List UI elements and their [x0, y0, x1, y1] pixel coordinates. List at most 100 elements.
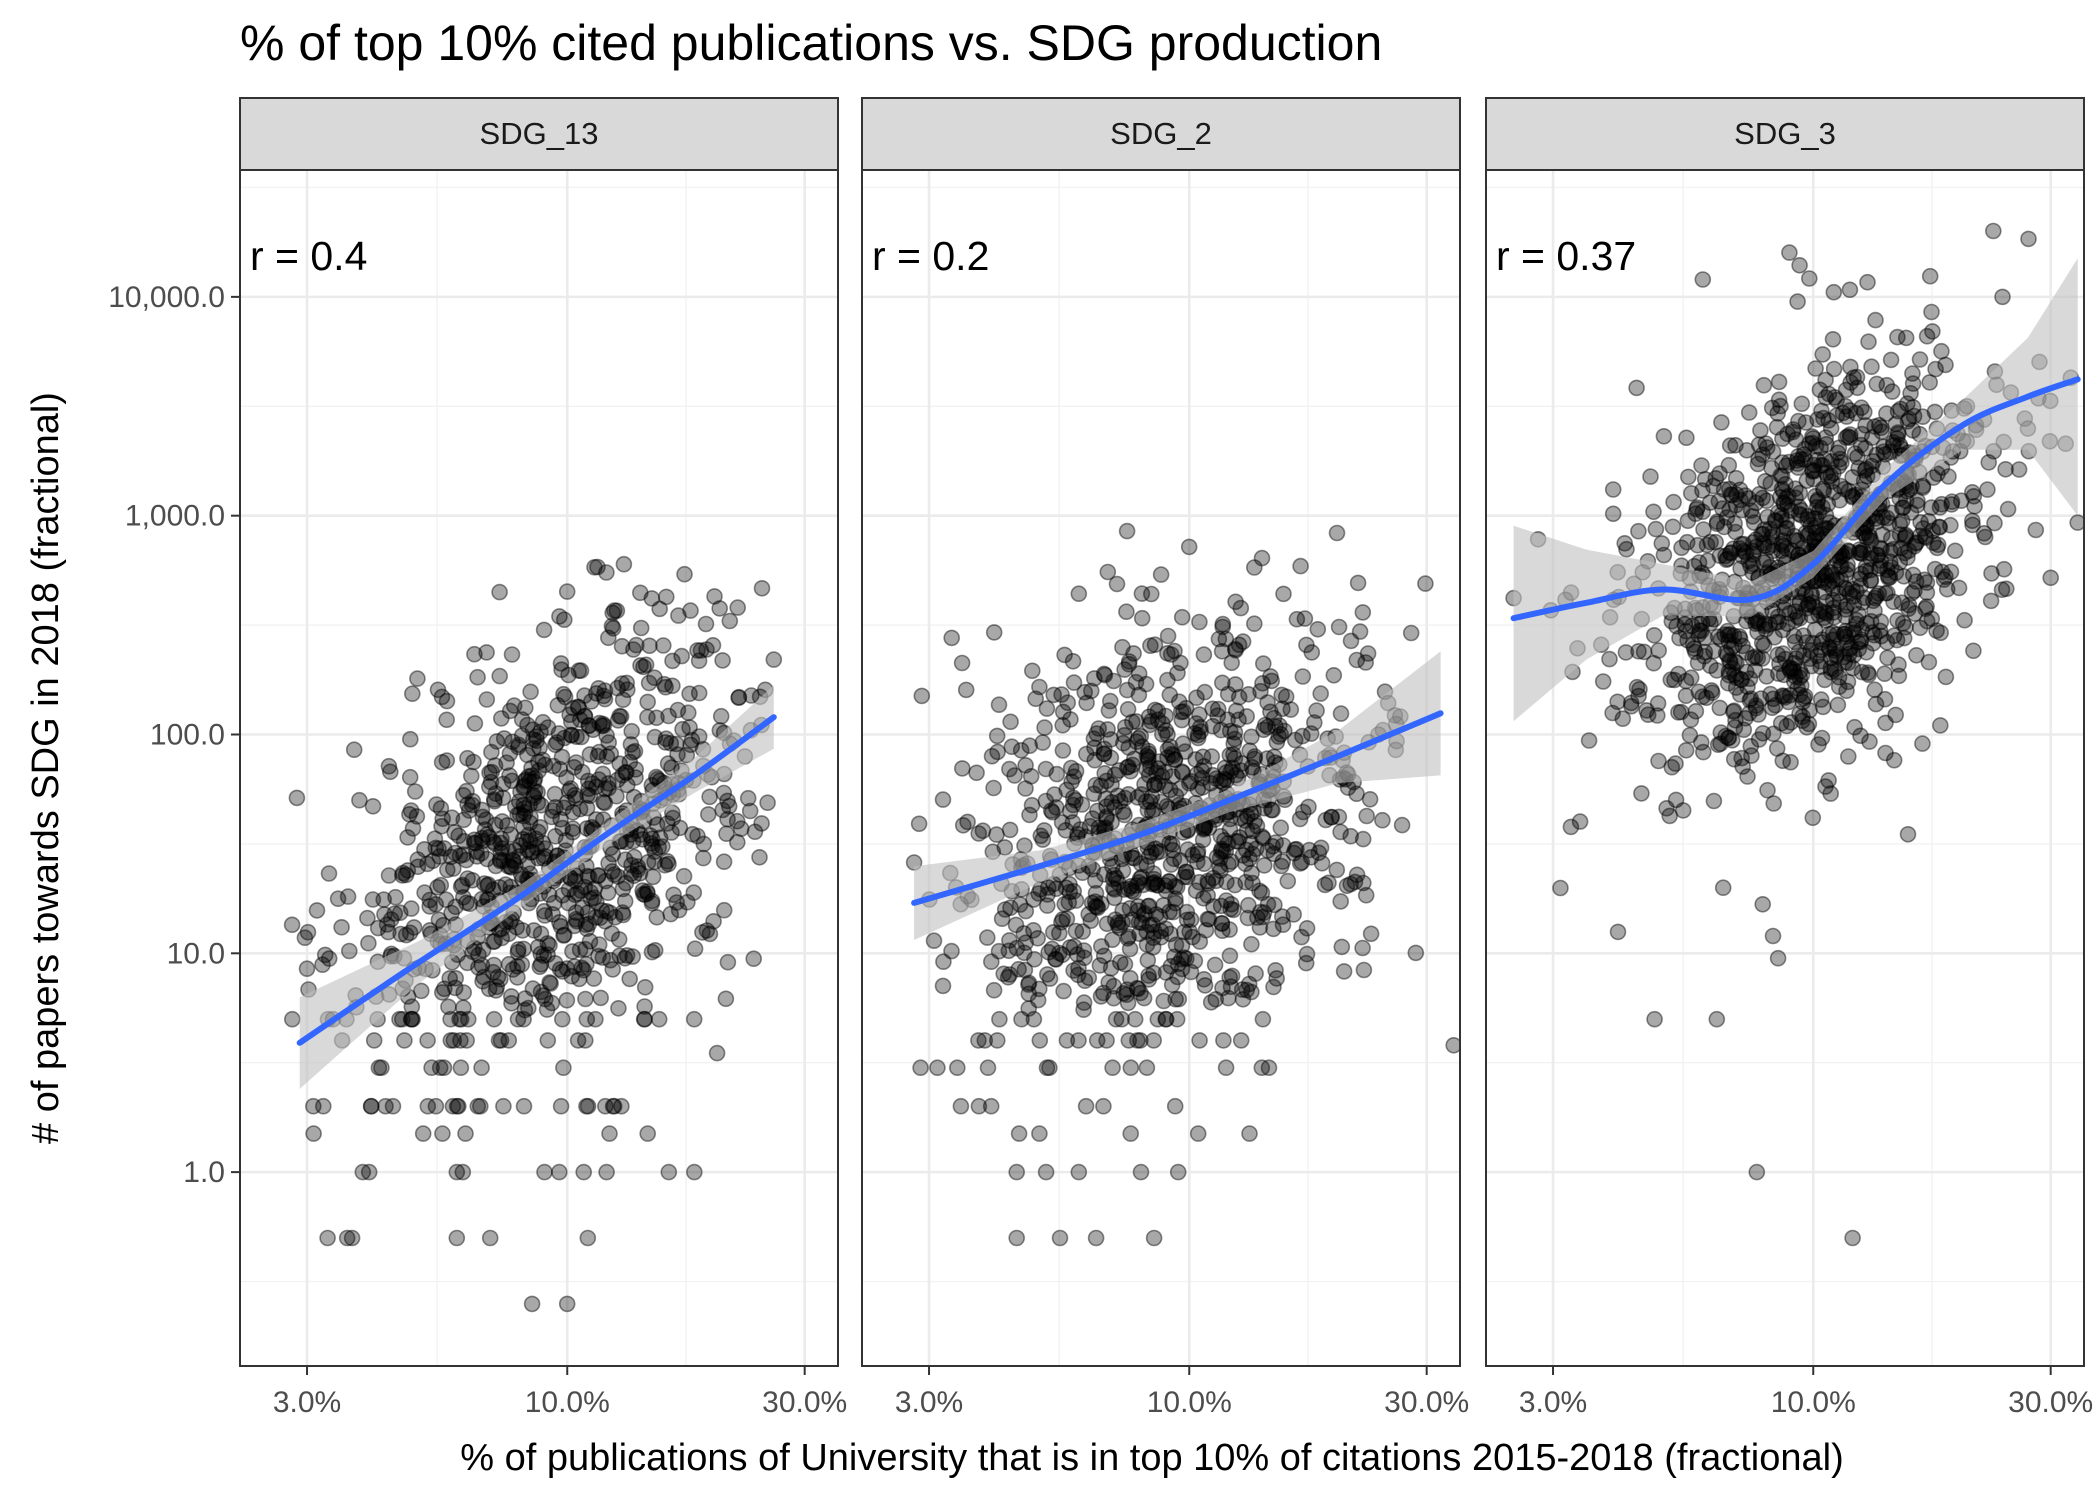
scatter-point — [584, 721, 602, 739]
scatter-point — [1696, 470, 1714, 488]
scatter-point — [1811, 602, 1829, 620]
scatter-point — [1943, 496, 1960, 513]
scatter-point — [1937, 356, 1954, 374]
scatter-point — [1921, 374, 1938, 391]
scatter-point — [1120, 653, 1138, 670]
fit-line — [1510, 376, 2081, 622]
scatter-point — [1804, 430, 1822, 447]
scatter-point — [1316, 876, 1334, 894]
x-tick-label: 3.0% — [1519, 1386, 1587, 1419]
scatter-point — [320, 865, 338, 882]
scatter-point — [577, 955, 595, 973]
scatter-point — [1747, 648, 1764, 666]
scatter-point — [1003, 738, 1021, 756]
scatter-point — [1775, 666, 1793, 684]
scatter-point — [1873, 540, 1890, 558]
scatter-point — [1143, 585, 1160, 603]
scatter-point — [1216, 831, 1233, 849]
scatter-point — [1029, 991, 1047, 1009]
scatter-point — [631, 584, 649, 602]
scatter-point — [2042, 569, 2059, 587]
scatter-point — [1887, 706, 1904, 724]
scatter-point — [605, 866, 623, 883]
scatter-point — [1184, 928, 1201, 946]
scatter-point — [1999, 500, 2017, 518]
scatter-point — [1256, 857, 1273, 874]
scatter-point — [1096, 764, 1113, 782]
scatter-point — [455, 846, 472, 863]
scatter-point — [516, 803, 534, 821]
scatter-point — [1249, 909, 1266, 926]
scatter-point — [1677, 672, 1695, 690]
scatter-point — [1145, 801, 1163, 819]
scatter-point — [316, 946, 334, 964]
scatter-point — [618, 674, 636, 692]
scatter-point — [644, 837, 661, 855]
scatter-point — [1834, 547, 1851, 565]
scatter-point — [1358, 807, 1375, 825]
scatter-point — [519, 999, 537, 1017]
scatter-point — [1879, 567, 1897, 585]
scatter-point — [498, 754, 515, 772]
scatter-point — [567, 904, 585, 921]
scatter-point — [529, 823, 547, 841]
scatter-point — [561, 706, 579, 724]
scatter-point — [598, 1163, 615, 1181]
scatter-point — [455, 832, 473, 850]
scatter-point — [1133, 786, 1150, 803]
scatter-point — [1259, 718, 1276, 736]
scatter-point — [454, 999, 472, 1017]
scatter-point — [500, 955, 518, 973]
scatter-point — [1926, 560, 1944, 578]
scatter-point — [502, 988, 520, 1005]
scatter-point — [655, 675, 673, 693]
scatter-point — [1154, 725, 1171, 743]
scatter-point — [1667, 755, 1684, 772]
scatter-point — [637, 656, 655, 674]
scatter-point — [1715, 518, 1733, 536]
scatter-point — [1844, 659, 1862, 677]
scatter-point — [1182, 911, 1200, 928]
scatter-point — [1147, 840, 1164, 858]
scatter-point — [1862, 612, 1880, 630]
scatter-point — [912, 1059, 929, 1076]
scatter-point — [1232, 599, 1250, 617]
scatter-point — [1781, 660, 1798, 678]
scatter-point — [1119, 930, 1137, 947]
scatter-point — [695, 835, 713, 853]
scatter-point — [463, 796, 481, 814]
scatter-point — [1791, 686, 1809, 704]
scatter-point — [1194, 779, 1211, 796]
scatter-point — [539, 1032, 557, 1049]
scatter-point — [575, 961, 592, 979]
scatter-point — [1041, 970, 1059, 987]
x-tick-label: 10.0% — [1771, 1386, 1856, 1419]
scatter-point — [1065, 882, 1082, 900]
scatter-point — [1880, 514, 1898, 532]
plot-area: r = 0.37 — [1486, 170, 2084, 1366]
scatter-point — [1891, 526, 1909, 543]
scatter-point — [2027, 521, 2045, 539]
scatter-point — [1274, 908, 1291, 925]
scatter-point — [1964, 516, 1981, 534]
scatter-point — [1125, 883, 1142, 901]
scatter-point — [1907, 573, 1925, 590]
scatter-point — [1149, 1010, 1167, 1028]
scatter-point — [517, 771, 535, 788]
scatter-point — [1765, 725, 1782, 743]
scatter-point — [1393, 816, 1411, 834]
scatter-point — [542, 975, 559, 992]
scatter-point — [1799, 511, 1816, 528]
scatter-point — [478, 850, 496, 868]
scatter-point — [1141, 848, 1158, 865]
scatter-point — [1899, 825, 1917, 843]
scatter-point — [1282, 701, 1300, 718]
scatter-point — [1065, 938, 1083, 955]
scatter-point — [409, 670, 426, 687]
scatter-point — [1825, 360, 1843, 378]
scatter-point — [1740, 404, 1758, 421]
scatter-point — [1141, 716, 1158, 734]
scatter-point — [1116, 806, 1133, 824]
scatter-point — [525, 789, 543, 807]
scatter-point — [1849, 379, 1866, 397]
